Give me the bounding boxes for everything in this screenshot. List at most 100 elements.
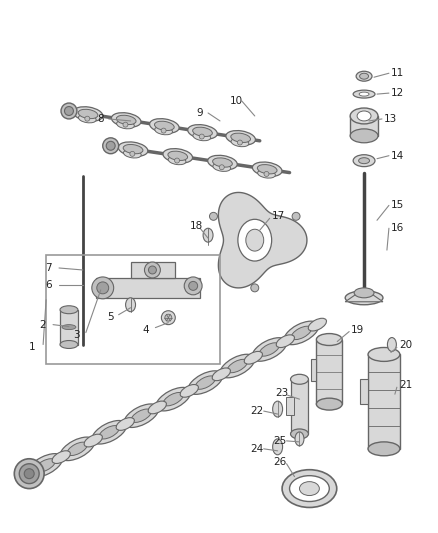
Text: 25: 25: [274, 436, 287, 446]
Ellipse shape: [85, 116, 90, 121]
Ellipse shape: [61, 103, 77, 119]
Ellipse shape: [175, 158, 180, 163]
Ellipse shape: [161, 128, 166, 133]
Ellipse shape: [203, 228, 213, 242]
Ellipse shape: [155, 121, 174, 131]
Ellipse shape: [106, 141, 115, 150]
Ellipse shape: [193, 127, 212, 136]
Ellipse shape: [35, 459, 55, 472]
Ellipse shape: [188, 371, 223, 394]
Ellipse shape: [60, 341, 78, 349]
Ellipse shape: [24, 469, 34, 479]
Ellipse shape: [251, 284, 259, 292]
Ellipse shape: [64, 107, 74, 116]
Text: 21: 21: [399, 380, 412, 390]
Ellipse shape: [308, 318, 326, 331]
Ellipse shape: [209, 212, 217, 220]
Ellipse shape: [195, 376, 215, 389]
Ellipse shape: [111, 112, 141, 127]
Polygon shape: [131, 262, 175, 278]
Ellipse shape: [28, 454, 63, 477]
Ellipse shape: [290, 374, 308, 384]
Ellipse shape: [292, 212, 300, 220]
Ellipse shape: [163, 392, 183, 406]
Ellipse shape: [52, 451, 71, 464]
Ellipse shape: [227, 359, 247, 373]
Ellipse shape: [78, 109, 98, 119]
Ellipse shape: [354, 288, 374, 298]
Ellipse shape: [212, 158, 232, 167]
Ellipse shape: [156, 387, 191, 411]
Ellipse shape: [246, 229, 264, 251]
Ellipse shape: [97, 282, 109, 294]
Ellipse shape: [148, 401, 166, 414]
Text: 19: 19: [351, 325, 364, 335]
Ellipse shape: [368, 442, 400, 456]
Ellipse shape: [264, 172, 269, 176]
Ellipse shape: [290, 475, 329, 502]
Ellipse shape: [130, 151, 135, 156]
Ellipse shape: [117, 120, 134, 129]
Polygon shape: [360, 379, 368, 404]
Ellipse shape: [353, 155, 375, 167]
Ellipse shape: [350, 129, 378, 143]
Ellipse shape: [126, 298, 135, 312]
Ellipse shape: [276, 335, 294, 348]
Ellipse shape: [118, 142, 148, 156]
Ellipse shape: [150, 119, 179, 133]
Bar: [350, 116, 378, 136]
Ellipse shape: [180, 384, 198, 397]
Ellipse shape: [226, 131, 255, 145]
Text: 7: 7: [45, 263, 52, 273]
Text: 24: 24: [250, 444, 263, 454]
Ellipse shape: [131, 409, 151, 422]
Ellipse shape: [290, 429, 308, 439]
Ellipse shape: [360, 73, 368, 79]
Ellipse shape: [282, 470, 337, 507]
Ellipse shape: [237, 140, 242, 145]
Text: 15: 15: [391, 200, 404, 211]
Ellipse shape: [353, 90, 375, 98]
Ellipse shape: [117, 115, 136, 125]
Ellipse shape: [193, 132, 211, 141]
Text: 23: 23: [276, 388, 289, 398]
Ellipse shape: [359, 92, 369, 96]
Polygon shape: [96, 278, 200, 298]
Ellipse shape: [359, 158, 370, 164]
Ellipse shape: [316, 334, 342, 345]
Ellipse shape: [14, 459, 44, 489]
Text: 22: 22: [250, 406, 263, 416]
Ellipse shape: [238, 219, 272, 261]
Text: 1: 1: [29, 343, 36, 352]
Ellipse shape: [273, 439, 283, 455]
Bar: [286, 397, 293, 415]
Bar: [290, 379, 308, 434]
Text: 6: 6: [45, 280, 52, 290]
Text: 8: 8: [97, 114, 103, 124]
Ellipse shape: [259, 343, 279, 356]
Ellipse shape: [199, 134, 204, 139]
Polygon shape: [219, 192, 307, 288]
Ellipse shape: [189, 281, 198, 290]
Ellipse shape: [188, 125, 217, 139]
Ellipse shape: [350, 108, 378, 124]
Ellipse shape: [213, 163, 231, 172]
Ellipse shape: [124, 404, 159, 427]
Ellipse shape: [258, 165, 277, 174]
Ellipse shape: [368, 348, 400, 361]
Text: 2: 2: [39, 320, 46, 329]
Ellipse shape: [357, 111, 371, 121]
Ellipse shape: [219, 165, 224, 169]
Ellipse shape: [155, 126, 173, 135]
Ellipse shape: [284, 321, 318, 345]
Ellipse shape: [295, 432, 304, 446]
Ellipse shape: [388, 337, 396, 351]
Ellipse shape: [60, 306, 78, 314]
Text: 18: 18: [190, 221, 203, 231]
Ellipse shape: [62, 325, 76, 329]
Ellipse shape: [212, 368, 230, 381]
Bar: [46, 255, 220, 365]
Ellipse shape: [92, 421, 127, 444]
Ellipse shape: [123, 144, 143, 154]
Polygon shape: [311, 359, 316, 381]
